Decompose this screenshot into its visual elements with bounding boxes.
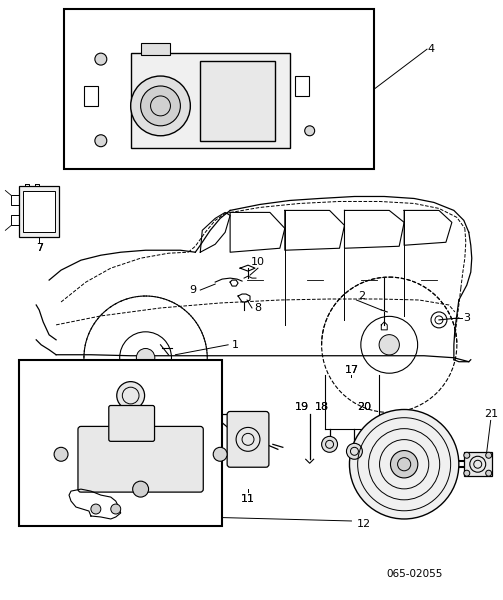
Circle shape <box>347 443 362 459</box>
Text: 3: 3 <box>463 313 470 323</box>
Circle shape <box>350 409 459 519</box>
Text: 16: 16 <box>59 504 73 514</box>
Bar <box>19 185 59 237</box>
Text: 20: 20 <box>357 403 371 413</box>
Text: 13: 13 <box>27 424 41 434</box>
FancyBboxPatch shape <box>78 427 203 492</box>
Circle shape <box>117 382 144 409</box>
Circle shape <box>111 504 121 514</box>
Bar <box>464 452 491 476</box>
Bar <box>295 76 309 96</box>
Text: 17: 17 <box>345 365 359 374</box>
Circle shape <box>131 76 190 136</box>
Circle shape <box>464 452 470 458</box>
Text: 19: 19 <box>295 403 309 413</box>
Circle shape <box>54 448 68 461</box>
Text: 12: 12 <box>357 519 371 529</box>
Circle shape <box>91 504 101 514</box>
Text: 16: 16 <box>57 504 71 514</box>
Circle shape <box>390 451 418 478</box>
Text: 8: 8 <box>255 303 262 313</box>
Text: 15: 15 <box>141 409 155 419</box>
Text: 9: 9 <box>189 285 196 295</box>
Text: 18: 18 <box>314 403 328 413</box>
Text: 1: 1 <box>231 340 238 350</box>
Text: 13: 13 <box>44 439 58 449</box>
Circle shape <box>464 470 470 476</box>
Text: 21: 21 <box>484 409 499 419</box>
Bar <box>141 43 171 55</box>
Text: 19: 19 <box>295 403 309 413</box>
Text: 15: 15 <box>141 404 155 415</box>
Text: 14: 14 <box>156 377 171 388</box>
Text: 11: 11 <box>241 494 255 504</box>
Text: 4: 4 <box>428 44 435 54</box>
Text: 6: 6 <box>100 38 107 48</box>
Text: 5: 5 <box>86 91 93 101</box>
Bar <box>84 86 98 106</box>
FancyBboxPatch shape <box>109 406 154 442</box>
Circle shape <box>133 481 148 497</box>
Text: 2: 2 <box>358 291 365 301</box>
Text: 7: 7 <box>36 243 43 253</box>
Text: 10: 10 <box>251 257 265 267</box>
Circle shape <box>486 470 491 476</box>
Bar <box>64 10 374 169</box>
Text: 5: 5 <box>304 74 311 84</box>
Circle shape <box>321 436 338 452</box>
Circle shape <box>95 53 107 65</box>
Bar <box>200 61 275 141</box>
Circle shape <box>136 349 155 367</box>
Text: 065-02055: 065-02055 <box>386 569 442 579</box>
Circle shape <box>486 452 491 458</box>
Text: 18: 18 <box>314 403 328 413</box>
Circle shape <box>213 448 227 461</box>
Text: 20: 20 <box>357 403 371 413</box>
FancyBboxPatch shape <box>227 412 269 467</box>
Text: 14: 14 <box>156 377 171 388</box>
Bar <box>131 53 290 148</box>
Circle shape <box>379 335 399 355</box>
Text: 6: 6 <box>295 64 302 74</box>
Text: 7: 7 <box>36 243 43 253</box>
Circle shape <box>95 135 107 147</box>
Text: 11: 11 <box>241 494 255 504</box>
Bar <box>23 191 55 232</box>
Bar <box>19 360 222 526</box>
Circle shape <box>141 86 181 126</box>
Circle shape <box>305 126 315 136</box>
Text: 17: 17 <box>345 365 359 374</box>
Text: 6: 6 <box>100 144 107 154</box>
